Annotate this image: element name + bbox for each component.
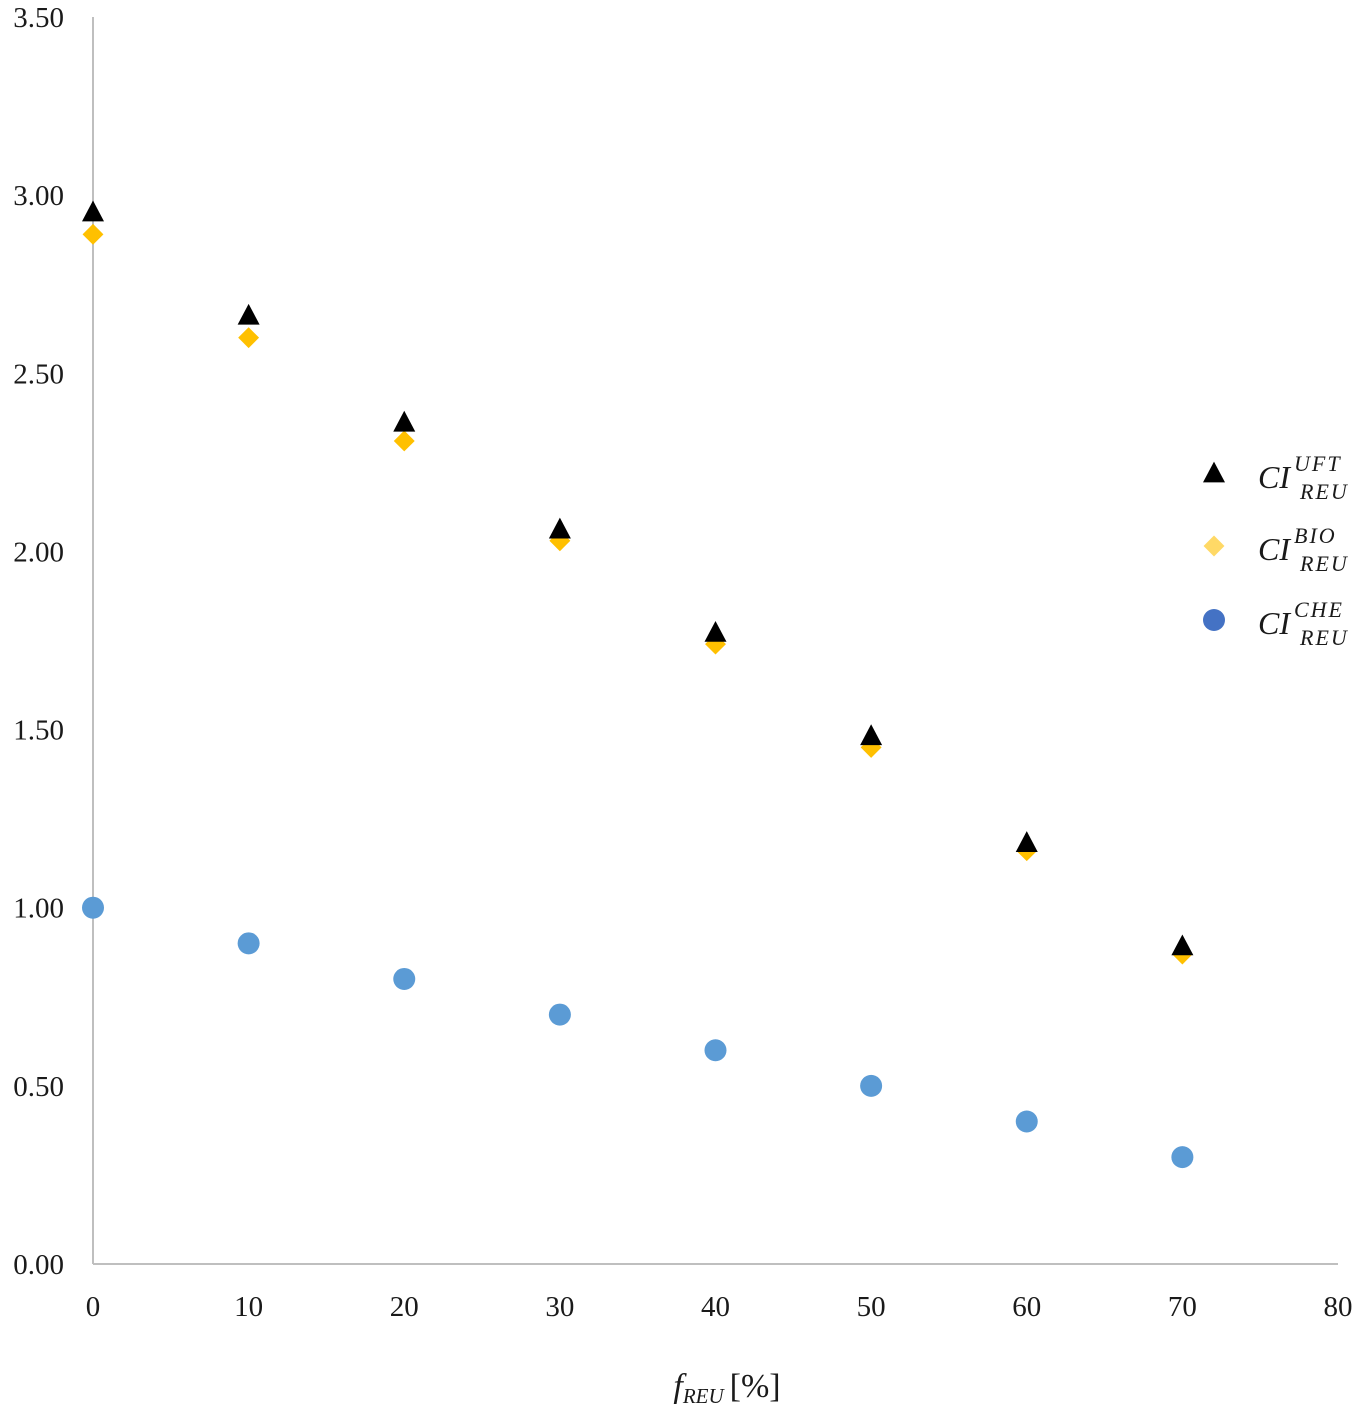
legend-label-main: CI [1258,531,1291,567]
y-tick-label: 0.00 [13,1249,64,1281]
x-tick-label: 70 [1168,1291,1197,1323]
x-axis-title-subscript: REU [682,1384,726,1405]
diamond-data-point [238,327,260,349]
legend-diamond-icon [1203,535,1225,557]
y-tick-label: 2.50 [13,358,64,390]
series-triangle-points [82,200,1194,956]
circle-data-point [548,1003,571,1026]
legend-triangle-icon [1203,461,1225,483]
y-tick-label: 1.00 [13,893,64,925]
circle-data-point [1015,1110,1038,1133]
legend-entry: CI CHE REU [1203,597,1349,650]
x-tick-label: 30 [545,1291,574,1323]
x-tick-label: 0 [86,1291,101,1323]
series-circle-points [82,896,1194,1169]
legend-label-subscript: REU [1299,479,1349,504]
circle-data-point [237,932,260,955]
legend-label-superscript: UFT [1294,451,1342,476]
triangle-data-point [548,517,571,539]
legend-entry: CI UFT REU [1203,451,1349,504]
triangle-data-point [237,303,260,325]
triangle-data-point [860,724,883,746]
legend-label-subscript: REU [1299,551,1349,576]
y-tick-label: 2.00 [13,536,64,568]
legend-label: CI BIO REU [1258,523,1349,576]
x-tick-label: 60 [1012,1291,1041,1323]
triangle-data-point [1015,831,1038,852]
circle-data-point [393,967,416,990]
y-tick-label: 3.50 [13,2,64,34]
y-tick-label: 3.00 [13,180,64,212]
circle-data-point [82,896,104,919]
x-axis-title: fREU [%] [673,1368,780,1405]
x-tick-label: 10 [234,1291,263,1323]
y-tick-label: 1.50 [13,715,64,747]
diamond-data-point [393,430,415,452]
x-tick-label: 20 [390,1291,419,1323]
diamond-data-point [82,223,104,245]
legend-label-subscript: REU [1299,625,1349,650]
legend-label: CI CHE REU [1258,597,1349,650]
circle-data-point [860,1074,883,1097]
x-tick-label: 80 [1324,1291,1353,1323]
x-axis-title-unit: [%] [730,1368,781,1405]
triangle-data-point [393,410,416,432]
triangle-data-point [704,620,727,642]
circle-data-point [704,1039,727,1062]
legend-label: CI UFT REU [1258,451,1349,504]
circle-data-point [1171,1146,1194,1169]
y-tick-labels: 0.00 0.50 1.00 1.50 2.00 2.50 3.00 3.50 [13,2,64,1281]
legend-circle-icon [1203,609,1225,631]
x-tick-labels: 0 10 20 30 40 50 60 70 80 [86,1291,1353,1323]
legend-label-superscript: CHE [1294,597,1344,622]
series-diamond-points [82,223,1193,965]
y-tick-label: 0.50 [13,1071,64,1103]
x-tick-label: 50 [857,1291,886,1323]
legend-entry: CI BIO REU [1203,523,1349,576]
legend-label-superscript: BIO [1294,523,1337,548]
legend-label-main: CI [1258,605,1291,641]
triangle-data-point [82,200,104,222]
legend-label-main: CI [1258,459,1291,495]
triangle-data-point [1171,934,1194,956]
data-points [82,200,1194,1169]
x-tick-label: 40 [701,1291,730,1323]
